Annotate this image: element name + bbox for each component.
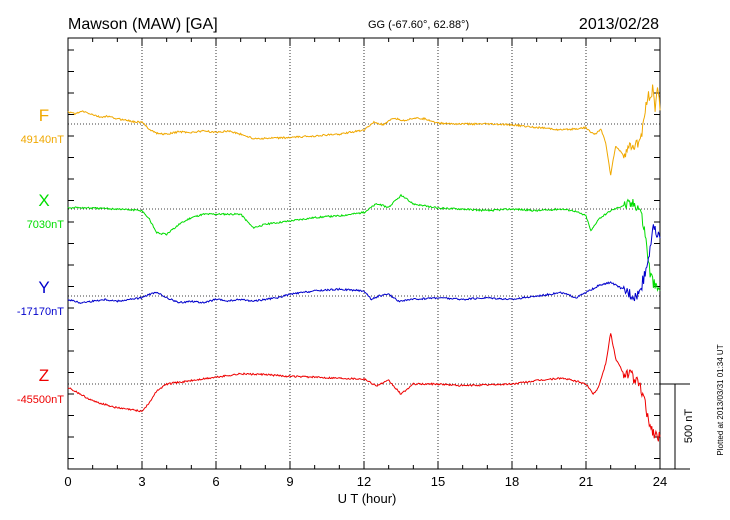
x-tick-label: 3 <box>138 474 145 489</box>
scale-bar: 500 nT <box>660 383 695 470</box>
x-tick-label: 18 <box>505 474 519 489</box>
x-axis-label: U T (hour) <box>338 491 397 506</box>
series-name-f: F <box>39 106 49 125</box>
series-labels: F 49140nT X 7030nT Y -17170nT Z -45500nT <box>17 106 64 406</box>
x-tick-label: 6 <box>212 474 219 489</box>
grid <box>68 38 660 469</box>
chart-title-coords: GG (-67.60°, 62.88°) <box>368 19 469 31</box>
x-tick-label: 0 <box>64 474 71 489</box>
series-baseline-y: -17170nT <box>17 306 64 318</box>
series-baseline-f: 49140nT <box>21 134 65 146</box>
series-name-x: X <box>38 191 49 210</box>
series-line-y <box>67 224 661 305</box>
series-baseline-z: -45500nT <box>17 394 64 406</box>
x-tick-label: 15 <box>431 474 445 489</box>
series-line-z <box>67 333 661 442</box>
x-tick-labels: 0 3 6 9 12 15 18 21 24 <box>64 474 667 489</box>
chart-title-date: 2013/02/28 <box>579 16 659 33</box>
x-tick-label: 21 <box>579 474 593 489</box>
x-tick-label: 12 <box>357 474 371 489</box>
series-name-z: Z <box>39 366 49 385</box>
series-baseline-x: 7030nT <box>27 219 65 231</box>
x-tick-label: 24 <box>653 474 667 489</box>
chart-title-station: Mawson (MAW) [GA] <box>68 16 218 33</box>
scale-bar-label: 500 nT <box>683 409 695 444</box>
x-tick-label: 9 <box>286 474 293 489</box>
plot-timestamp-footer: Plotted at 2013/03/31 01:34 UT <box>716 344 725 455</box>
series-line-x <box>67 193 661 293</box>
series-line-f <box>67 84 661 176</box>
series-lines <box>67 84 661 442</box>
series-name-y: Y <box>38 278 49 297</box>
